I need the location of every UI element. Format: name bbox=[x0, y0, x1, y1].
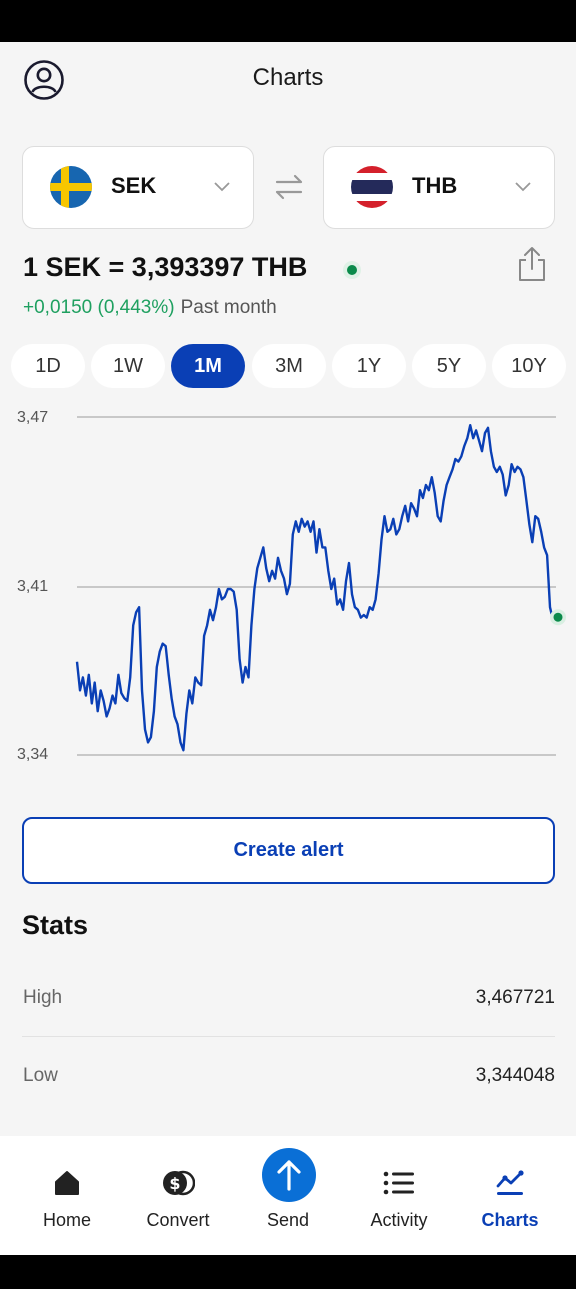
rate-chart[interactable]: 3,47 3,41 3,34 bbox=[0, 397, 576, 797]
nav-send-label: Send bbox=[266, 1210, 310, 1230]
to-currency-select[interactable]: THB bbox=[323, 146, 555, 229]
rate-chart-svg bbox=[75, 416, 566, 756]
share-button[interactable] bbox=[515, 245, 549, 283]
profile-icon bbox=[24, 60, 64, 100]
to-currency-code: THB bbox=[412, 173, 458, 198]
arrow-up-icon bbox=[277, 1160, 301, 1191]
y-tick-label: 3,34 bbox=[17, 746, 49, 763]
bottom-nav: Home $ Convert Send bbox=[0, 1136, 576, 1255]
nav-charts-label: Charts bbox=[481, 1210, 539, 1230]
send-button[interactable] bbox=[262, 1148, 316, 1202]
stat-high: High 3,467721 bbox=[22, 987, 555, 1063]
stat-high-value: 3,467721 bbox=[475, 987, 555, 1008]
thailand-flag-icon bbox=[351, 166, 393, 208]
sweden-flag-icon bbox=[50, 166, 92, 208]
nav-send[interactable]: Send bbox=[232, 1136, 344, 1255]
live-indicator-icon bbox=[343, 261, 361, 279]
stat-high-label: High bbox=[23, 987, 63, 1008]
range-1d[interactable]: 1D bbox=[11, 344, 85, 388]
range-1y[interactable]: 1Y bbox=[332, 344, 406, 388]
nav-activity-label: Activity bbox=[370, 1210, 428, 1230]
header: Charts bbox=[0, 42, 576, 118]
divider bbox=[22, 1036, 555, 1037]
nav-home-label: Home bbox=[42, 1210, 91, 1230]
range-5y[interactable]: 5Y bbox=[412, 344, 486, 388]
range-10y[interactable]: 10Y bbox=[492, 344, 566, 388]
nav-activity[interactable]: Activity bbox=[343, 1136, 455, 1255]
chevron-down-icon bbox=[515, 182, 531, 192]
y-tick-label: 3,41 bbox=[17, 578, 49, 595]
rate-change: +0,0150 (0,443%) Past month bbox=[23, 297, 277, 319]
stat-low: Low 3,344048 bbox=[22, 1065, 555, 1141]
nav-charts[interactable]: Charts bbox=[454, 1136, 566, 1255]
rate-series-line bbox=[75, 424, 555, 752]
charts-icon bbox=[496, 1170, 524, 1195]
change-period: Past month bbox=[180, 297, 277, 318]
activity-list-icon bbox=[383, 1171, 414, 1195]
swap-icon bbox=[275, 174, 303, 200]
chevron-down-icon bbox=[214, 182, 230, 192]
nav-home[interactable]: Home bbox=[11, 1136, 123, 1255]
page-title: Charts bbox=[252, 64, 324, 91]
from-currency-code: SEK bbox=[111, 173, 157, 198]
stat-low-value: 3,344048 bbox=[475, 1065, 555, 1086]
from-currency-select[interactable]: SEK bbox=[22, 146, 254, 229]
current-point bbox=[553, 612, 563, 622]
y-tick-label: 3,47 bbox=[17, 409, 49, 426]
stat-low-label: Low bbox=[23, 1065, 58, 1086]
exchange-rate: 1 SEK = 3,393397 THB bbox=[23, 252, 308, 282]
share-icon bbox=[519, 247, 545, 281]
home-icon bbox=[55, 1171, 79, 1195]
profile-button[interactable] bbox=[22, 58, 66, 102]
range-1w[interactable]: 1W bbox=[91, 344, 165, 388]
charts-screen: Charts SEK THB bbox=[0, 42, 576, 1255]
nav-convert[interactable]: $ Convert bbox=[122, 1136, 234, 1255]
stats-title: Stats bbox=[22, 910, 89, 940]
create-alert-button[interactable]: Create alert bbox=[22, 817, 555, 884]
range-3m[interactable]: 3M bbox=[252, 344, 326, 388]
nav-convert-label: Convert bbox=[146, 1210, 210, 1230]
time-range-selector: 1D 1W 1M 3M 1Y 5Y 10Y bbox=[0, 344, 576, 390]
swap-currencies-button[interactable] bbox=[272, 172, 306, 202]
svg-text:$: $ bbox=[169, 1174, 180, 1193]
range-1m[interactable]: 1M bbox=[171, 344, 245, 388]
change-value: +0,0150 (0,443%) bbox=[23, 297, 175, 318]
convert-coins-icon: $ bbox=[163, 1170, 195, 1196]
